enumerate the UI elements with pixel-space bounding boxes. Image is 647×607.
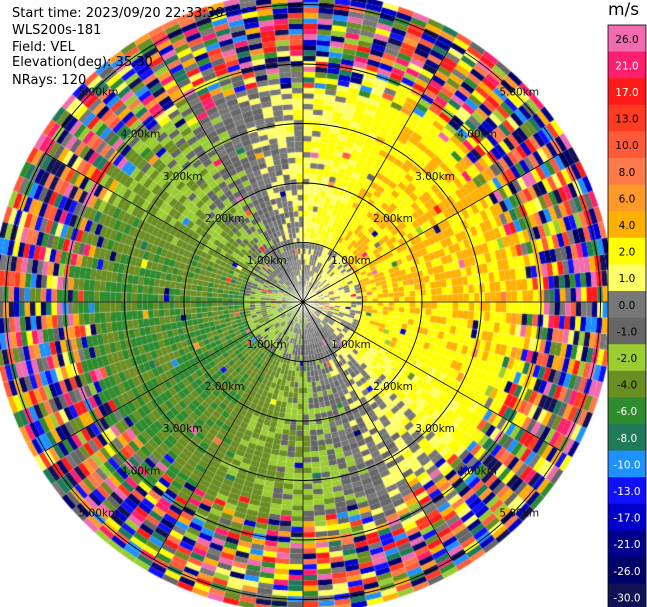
colorbar-swatch bbox=[608, 131, 646, 159]
colorbar-swatch bbox=[608, 397, 646, 425]
range-ring-label: 5.00km bbox=[499, 507, 539, 519]
colorbar-swatch bbox=[608, 264, 646, 292]
azimuth-spoke bbox=[153, 301, 304, 560]
colorbar-swatch bbox=[608, 25, 646, 53]
colorbar-tick-label: -26.0 bbox=[613, 566, 640, 578]
colorbar-swatch bbox=[608, 583, 646, 607]
colorbar-swatch bbox=[608, 344, 646, 372]
range-rings bbox=[0, 0, 619, 607]
range-ring-label: 4.00km bbox=[457, 465, 497, 477]
azimuth-spoke bbox=[302, 301, 453, 560]
colorbar-swatch bbox=[608, 317, 646, 345]
azimuth-spoke bbox=[302, 44, 453, 303]
range-ring-label: 1.00km bbox=[331, 339, 371, 351]
colorbar-tick-label: -6.0 bbox=[617, 406, 638, 418]
colorbar-tick-label: -13.0 bbox=[613, 486, 640, 498]
colorbar-swatch bbox=[608, 211, 646, 239]
colorbar-tick-label: -2.0 bbox=[617, 353, 638, 365]
range-ring-label: 3.00km bbox=[415, 171, 455, 183]
range-ring-label: 3.00km bbox=[415, 423, 455, 435]
range-ring-label: 2.00km bbox=[373, 381, 413, 393]
colorbar-swatch bbox=[608, 184, 646, 212]
colorbar-border bbox=[607, 24, 647, 607]
start-time-label: Start time: 2023/09/20 22:33:36 bbox=[12, 6, 224, 21]
colorbar-tick-label: 26.0 bbox=[615, 34, 638, 46]
range-ring-label: 2.00km bbox=[205, 213, 245, 225]
colorbar-tick-label: 2.0 bbox=[619, 247, 636, 259]
nrays-label: NRays: 120 bbox=[12, 73, 87, 88]
colorbar-tick-label: 8.0 bbox=[619, 167, 636, 179]
colorbar-swatch bbox=[608, 477, 646, 505]
colorbar-tick-label: -8.0 bbox=[617, 433, 638, 445]
range-ring-label: 5.00km bbox=[499, 87, 539, 99]
range-ring-label: 4.00km bbox=[457, 129, 497, 141]
colorbar-swatch bbox=[608, 557, 646, 585]
azimuth-spoke bbox=[45, 152, 304, 303]
colorbar: 26.0 21.0 17.0 13.0 10.0 8.0 6.0 4.0 2.0 1.0 0.0 -1… bbox=[607, 24, 647, 607]
colorbar-swatch bbox=[608, 51, 646, 79]
colorbar-tick-label: -10.0 bbox=[613, 459, 640, 471]
colorbar-tick-label: 0.0 bbox=[619, 300, 636, 312]
azimuth-spoke bbox=[45, 301, 304, 452]
colorbar-tick-label: -17.0 bbox=[613, 513, 640, 525]
colorbar-tick-label: 4.0 bbox=[619, 220, 636, 232]
range-ring-label: 1.00km bbox=[247, 339, 287, 351]
colorbar-swatch bbox=[608, 530, 646, 558]
colorbar-swatch bbox=[608, 503, 646, 531]
range-ring-label: 5.00km bbox=[79, 87, 119, 99]
colorbar-tick-label: 1.0 bbox=[619, 273, 636, 285]
colorbar-tick-label: 21.0 bbox=[615, 60, 638, 72]
field-label: Field: VEL bbox=[12, 40, 75, 55]
colorbar-swatch bbox=[608, 370, 646, 398]
colorbar-swatch bbox=[608, 104, 646, 132]
range-ring-label: 1.00km bbox=[247, 255, 287, 267]
colorbar-title: m/s bbox=[608, 0, 640, 20]
colorbar-swatch bbox=[608, 424, 646, 452]
colorbar-tick-label: -4.0 bbox=[617, 380, 638, 392]
range-ring-label: 5.00km bbox=[79, 507, 119, 519]
azimuth-spoke bbox=[302, 301, 561, 452]
colorbar-tick-label: -30.0 bbox=[613, 592, 640, 604]
range-ring-label: 4.00km bbox=[121, 129, 161, 141]
range-ring-label: 4.00km bbox=[121, 465, 161, 477]
colorbar-swatch bbox=[608, 158, 646, 186]
azimuth-spoke bbox=[153, 44, 304, 303]
colorbar-swatch bbox=[608, 450, 646, 478]
instrument-label: WLS200s-181 bbox=[12, 23, 102, 38]
colorbar-tick-label: -1.0 bbox=[617, 326, 638, 338]
colorbar-swatch bbox=[608, 237, 646, 265]
range-ring-label: 1.00km bbox=[331, 255, 371, 267]
range-ring-label: 3.00km bbox=[163, 171, 203, 183]
range-ring-label: 2.00km bbox=[205, 381, 245, 393]
colorbar-swatch bbox=[608, 78, 646, 106]
colorbar-tick-label: 13.0 bbox=[615, 114, 638, 126]
elevation-label: Elevation(deg): 35.30 bbox=[12, 55, 153, 70]
colorbar-tick-label: 17.0 bbox=[615, 87, 638, 99]
colorbar-tick-label: 6.0 bbox=[619, 193, 636, 205]
range-ring-label: 3.00km bbox=[163, 423, 203, 435]
colorbar-tick-label: -21.0 bbox=[613, 539, 640, 551]
range-ring-labels: 1.00km 1.00km 1.00km 1.00km 2.00km 2.00km 2.00… bbox=[79, 87, 539, 520]
azimuth-spoke bbox=[302, 152, 561, 303]
colorbar-tick-label: 10.0 bbox=[615, 140, 638, 152]
colorbar-swatch bbox=[608, 291, 646, 319]
range-ring-label: 2.00km bbox=[373, 213, 413, 225]
